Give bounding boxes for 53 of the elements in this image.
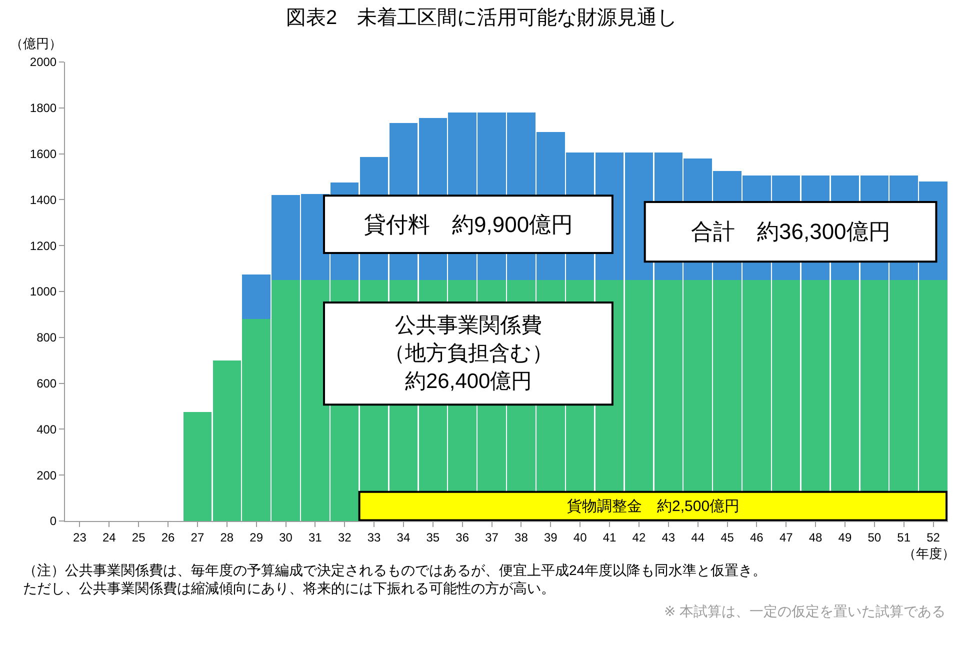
x-tick-label: 45 (720, 530, 734, 544)
x-tick-label: 47 (779, 530, 794, 544)
x-axis-title: （年度） (903, 546, 955, 561)
x-tick-label: 33 (367, 530, 382, 544)
x-tick-label: 41 (602, 530, 617, 544)
x-tick-label: 48 (808, 530, 823, 544)
y-tick-label: 400 (36, 422, 57, 436)
x-tick-label: 50 (868, 530, 882, 544)
x-tick-label: 23 (73, 530, 87, 544)
y-tick-label: 1600 (30, 147, 57, 161)
x-tick-label: 26 (161, 530, 176, 544)
x-tick-label: 49 (838, 530, 852, 544)
x-tick-label: 44 (691, 530, 705, 544)
y-tick-label: 1200 (30, 238, 57, 253)
x-tick-label: 32 (338, 530, 352, 544)
annotation: 公共事業関係費 (395, 314, 542, 337)
x-tick-label: 38 (514, 530, 528, 544)
y-tick-label: 600 (36, 376, 57, 390)
chart-title: 図表2 未着工区間に活用可能な財源見通し (286, 6, 678, 29)
x-tick-label: 27 (190, 530, 204, 544)
x-tick-label: 36 (456, 530, 470, 544)
annotation: 合計 約36,300億円 (691, 219, 890, 244)
y-tick-label: 800 (36, 330, 57, 345)
x-tick-label: 25 (132, 530, 146, 544)
x-tick-label: 40 (573, 530, 588, 544)
y-tick-label: 2000 (30, 55, 57, 70)
y-tick-label: 1800 (30, 101, 57, 116)
annotation: 貨物調整金 約2,500億円 (567, 498, 740, 515)
y-tick-label: 0 (50, 514, 57, 528)
x-tick-label: 46 (750, 530, 764, 544)
text: ただし、公共事業関係費は縮減傾向にあり、将来的には下振れる可能性の方が高い。 (23, 580, 555, 596)
x-tick-label: 24 (102, 530, 116, 544)
y-axis-title: （億円） (10, 36, 62, 51)
annotation: 貸付料 約9,900億円 (364, 212, 574, 237)
x-tick-label: 29 (250, 530, 264, 544)
x-tick-label: 37 (485, 530, 499, 544)
annotation: 約26,400億円 (405, 370, 532, 393)
x-tick-label: 39 (544, 530, 558, 544)
x-tick-label: 51 (897, 530, 911, 544)
x-tick-label: 31 (308, 530, 322, 544)
x-tick-label: 52 (926, 530, 940, 544)
x-tick-label: 34 (396, 530, 410, 544)
x-tick-label: 35 (426, 530, 440, 544)
x-tick-label: 30 (279, 530, 293, 544)
annotation: （地方負担含む） (384, 342, 553, 365)
text: （注）公共事業関係費は、毎年度の予算編成で決定されるものではあるが、便宜上平成24年度以降も同水準と仮置き。 (23, 562, 767, 578)
y-tick-label: 1400 (30, 192, 57, 207)
y-tick-label: 200 (36, 468, 57, 482)
text: ※ 本試算は、一定の仮定を置いた試算である (664, 603, 946, 619)
x-tick-label: 42 (632, 530, 646, 544)
x-tick-label: 28 (220, 530, 234, 544)
x-tick-label: 43 (662, 530, 676, 544)
y-tick-label: 1000 (30, 284, 57, 299)
